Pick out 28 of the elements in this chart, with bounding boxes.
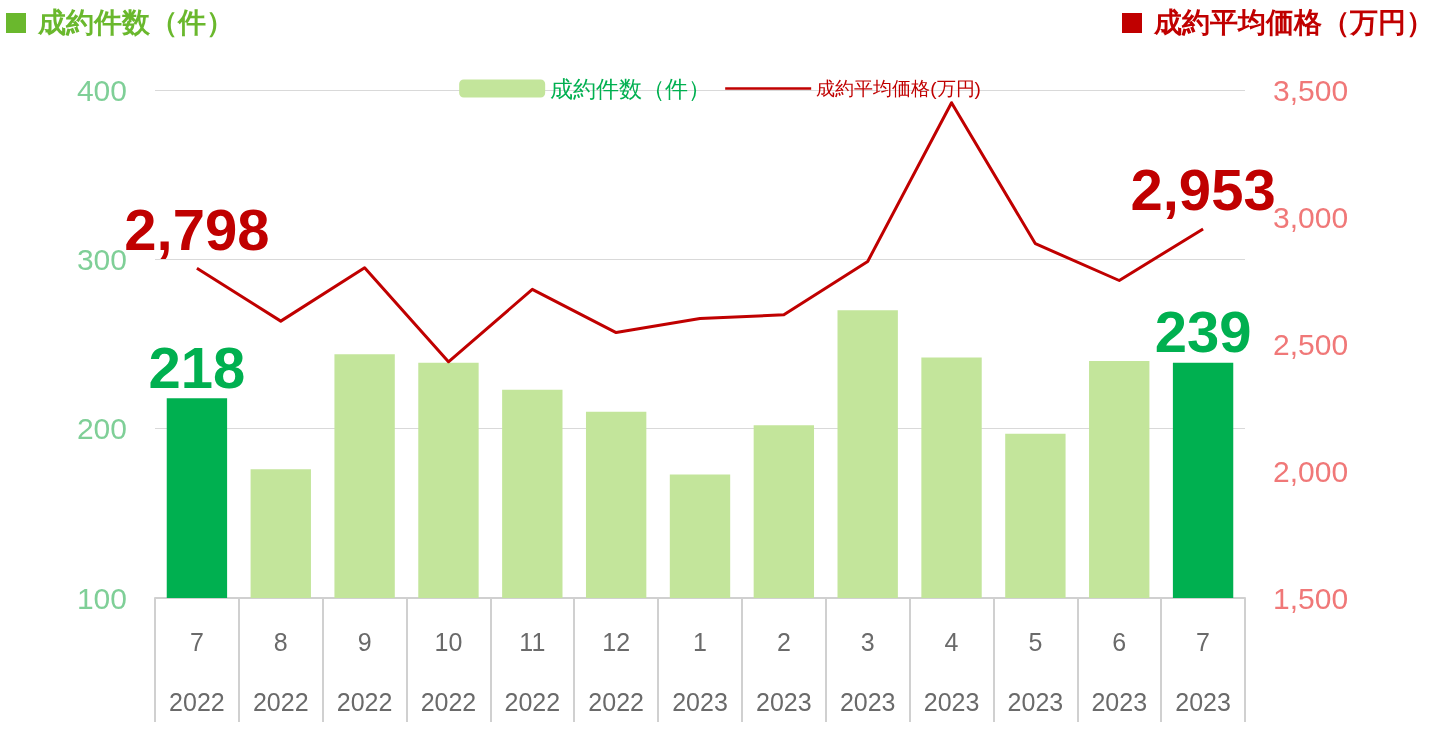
category-label: 10 2022 xyxy=(420,628,477,716)
y-tick-label: 100 xyxy=(76,581,127,615)
category-label: 11 2022 xyxy=(504,628,561,716)
y2-tick-label: 2,000 xyxy=(1273,454,1349,488)
category-label: 6 2023 xyxy=(1091,628,1148,716)
category-label: 5 2023 xyxy=(1007,628,1064,716)
y2-tick-label: 2,500 xyxy=(1273,327,1349,361)
category-label: 1 2023 xyxy=(672,628,728,716)
category-label: 7 2022 xyxy=(169,628,225,716)
category-label: 7 2023 xyxy=(1175,628,1231,716)
category-label: 12 2022 xyxy=(588,628,644,716)
y2-tick-label: 3,000 xyxy=(1273,200,1349,234)
data-label: 218 xyxy=(148,334,246,400)
legend-label: 成約平均価格(万円) xyxy=(816,78,981,99)
y-tick-label: 200 xyxy=(76,412,127,446)
category-label: 3 2023 xyxy=(839,628,896,716)
category-label: 8 2022 xyxy=(252,628,309,716)
legend-label: 成約件数（件） xyxy=(550,75,712,102)
category-label: 9 2022 xyxy=(336,628,393,716)
category-label: 2 2023 xyxy=(756,628,812,716)
y-tick-label: 300 xyxy=(76,242,127,276)
y-tick-label: 400 xyxy=(76,73,127,107)
category-label: 4 2023 xyxy=(923,628,980,716)
y2-tick-label: 3,500 xyxy=(1273,73,1349,107)
y2-axis-title: 成約平均価格（万円） xyxy=(1154,6,1434,40)
y-axis-title: 成約件数（件） xyxy=(38,6,234,40)
data-label: 239 xyxy=(1154,299,1252,365)
y2-tick-label: 1,500 xyxy=(1273,581,1349,615)
